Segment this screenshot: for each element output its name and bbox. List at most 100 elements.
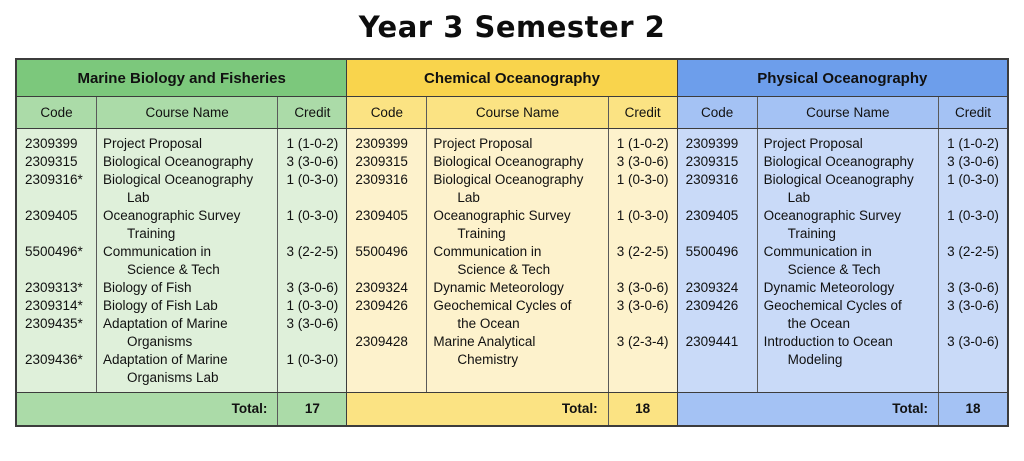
filler-cell xyxy=(758,369,939,392)
course-credit: 3 (3-0-6) xyxy=(616,280,669,295)
course-credit: 1 (0-3-0) xyxy=(616,208,669,223)
course-name: Communication in Science & Tech xyxy=(97,243,279,279)
total-value-marine-biology-and-fisheries: 17 xyxy=(304,401,320,417)
course-name-line: Science & Tech xyxy=(457,262,551,277)
course-credit: 3 (3-0-6) xyxy=(947,154,999,169)
course-name-line: Training xyxy=(127,226,176,241)
course-code: 2309315 xyxy=(678,153,758,171)
filler-cell xyxy=(278,387,346,392)
course-name-line: Communication in xyxy=(763,244,872,259)
course-name: Oceanographic Survey Training xyxy=(97,207,279,243)
course-name-line: Organisms xyxy=(127,334,193,349)
course-name: Marine Analytical Chemistry xyxy=(427,333,609,369)
course-credit: 3 (2-3-4) xyxy=(616,334,669,349)
course-name-line: Biological Oceanography xyxy=(433,154,584,169)
course-credit: 1 (1-0-2) xyxy=(286,136,339,151)
course-name-line: Project Proposal xyxy=(433,136,533,151)
total-row: Total: 17 xyxy=(17,392,347,425)
course-list: 2309399 Project Proposal 1 (1-0-2) 2309315 B… xyxy=(347,129,677,393)
course-code: 2309314* xyxy=(17,297,97,315)
course-code: 2309405 xyxy=(17,207,97,243)
course-name: Project Proposal xyxy=(427,129,609,153)
course-name: Geochemical Cycles of the Ocean xyxy=(427,297,609,333)
course-name-line: Organisms Lab xyxy=(127,370,219,385)
column-header-code: Code xyxy=(17,97,97,128)
course-credit: 3 (2-2-5) xyxy=(286,244,339,259)
course-code: 2309426 xyxy=(678,297,758,333)
filler-cell xyxy=(678,369,758,392)
course-credit: 1 (0-3-0) xyxy=(286,208,339,223)
course-code: 2309399 xyxy=(347,129,428,153)
course-name: Dynamic Meteorology xyxy=(758,279,939,297)
course-credit: 3 (3-0-6) xyxy=(286,280,339,295)
course-name: Communication in Science & Tech xyxy=(758,243,939,279)
page-title: Year 3 Semester 2 xyxy=(358,10,666,44)
column-header-course: Course Name xyxy=(97,97,279,128)
course-credit: 1 (1-0-2) xyxy=(947,136,999,151)
course-credit: 3 (3-0-6) xyxy=(947,298,999,313)
course-name-line: Project Proposal xyxy=(763,136,863,151)
course-credit: 3 (3-0-6) xyxy=(616,298,669,313)
course-name-line: Chemistry xyxy=(457,352,519,367)
course-name: Dynamic Meteorology xyxy=(427,279,609,297)
course-name-line: Adaptation of Marine xyxy=(103,316,228,331)
course-name: Biological Oceanography xyxy=(758,153,939,171)
course-credit: 3 (2-2-5) xyxy=(947,244,999,259)
course-name-line: Modeling xyxy=(787,352,843,367)
course-name: Oceanographic Survey Training xyxy=(427,207,609,243)
semester-table: Marine Biology and Fisheries Code Course N… xyxy=(15,58,1009,427)
column-header-credit: Credit xyxy=(624,105,661,120)
total-label: Total: xyxy=(678,392,939,425)
course-name-line: Geochemical Cycles of xyxy=(763,298,902,313)
course-name-line: Science & Tech xyxy=(787,262,881,277)
column-header-code: Code xyxy=(347,97,428,128)
course-code: 2309313* xyxy=(17,279,97,297)
course-name-line: Lab xyxy=(457,190,480,205)
course-name-line: Communication in xyxy=(433,244,542,259)
course-name-line: Biological Oceanography xyxy=(103,154,254,169)
section-header-marine-biology-and-fisheries: Marine Biology and Fisheries xyxy=(17,60,347,97)
course-code: 2309399 xyxy=(17,129,97,153)
course-code: 2309435* xyxy=(17,315,97,351)
course-credit: 3 (2-2-5) xyxy=(616,244,669,259)
course-name: Biological Oceanography Lab xyxy=(427,171,609,207)
course-code: 2309405 xyxy=(347,207,428,243)
course-credit: 1 (1-0-2) xyxy=(616,136,669,151)
course-code: 5500496* xyxy=(17,243,97,279)
course-credit: 3 (3-0-6) xyxy=(286,316,339,331)
course-code: 2309441 xyxy=(678,333,758,369)
course-name: Biological Oceanography xyxy=(97,153,279,171)
total-value-chemical-oceanography: 18 xyxy=(635,401,651,417)
course-name-line: Biology of Fish xyxy=(103,280,192,295)
course-list: 2309399 Project Proposal 1 (1-0-2) 2309315 B… xyxy=(17,129,347,393)
course-code: 2309316 xyxy=(678,171,758,207)
column-header-course: Course Name xyxy=(427,97,609,128)
filler-cell xyxy=(17,387,97,392)
course-name: Biological Oceanography Lab xyxy=(758,171,939,207)
course-credit: 1 (0-3-0) xyxy=(286,172,339,187)
course-credit: 3 (3-0-6) xyxy=(947,334,999,349)
course-code: 2309436* xyxy=(17,351,97,387)
total-row: Total: 18 xyxy=(677,392,1007,425)
course-name-line: Marine Analytical xyxy=(433,334,536,349)
course-name: Adaptation of Marine Organisms Lab xyxy=(97,351,279,387)
column-header-course: Course Name xyxy=(758,97,939,128)
course-name: Biology of Fish Lab xyxy=(97,297,279,315)
course-name: Biological Oceanography Lab xyxy=(97,171,279,207)
course-name: Biology of Fish xyxy=(97,279,279,297)
course-name-line: the Ocean xyxy=(457,316,520,331)
section-marine-biology-and-fisheries: Marine Biology and Fisheries Code Course N… xyxy=(17,60,347,425)
course-code: 2309324 xyxy=(347,279,428,297)
course-name-line: Dynamic Meteorology xyxy=(433,280,564,295)
course-name: Biological Oceanography xyxy=(427,153,609,171)
course-code: 2309315 xyxy=(17,153,97,171)
column-header-code: Code xyxy=(678,97,758,128)
course-name-line: Project Proposal xyxy=(103,136,203,151)
filler-cell xyxy=(609,369,677,392)
course-credit: 1 (0-3-0) xyxy=(947,172,999,187)
course-name: Project Proposal xyxy=(97,129,279,153)
course-name-line: Oceanographic Survey xyxy=(763,208,901,223)
filler-cell xyxy=(97,387,279,392)
course-name-line: Lab xyxy=(127,190,150,205)
course-name-line: Oceanographic Survey xyxy=(433,208,571,223)
